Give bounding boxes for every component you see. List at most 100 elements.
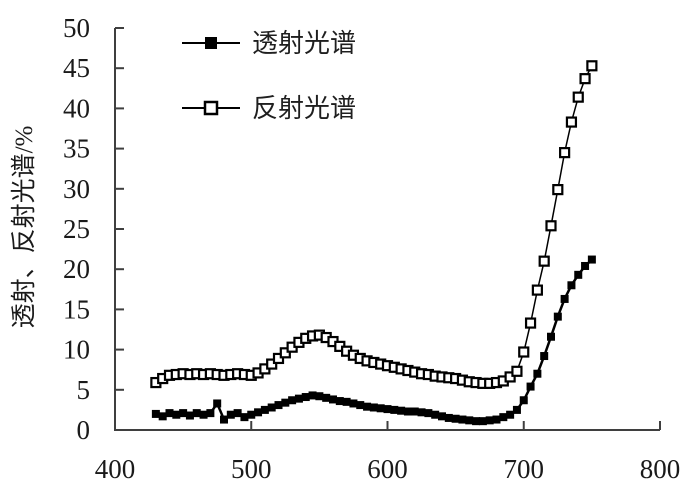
filled-square-marker bbox=[233, 409, 242, 418]
y-tick-label: 45 bbox=[63, 53, 90, 83]
open-square-marker bbox=[518, 346, 530, 358]
open-square-marker bbox=[572, 91, 584, 103]
filled-square-marker bbox=[397, 406, 406, 415]
open-square-marker bbox=[279, 347, 291, 359]
x-tick-label: 400 bbox=[95, 454, 136, 484]
filled-square-marker bbox=[519, 396, 528, 405]
filled-square-marker bbox=[240, 413, 249, 422]
y-tick-label: 50 bbox=[63, 13, 90, 43]
filled-square-marker bbox=[301, 393, 310, 402]
filled-square-marker bbox=[410, 407, 419, 416]
filled-square-marker bbox=[247, 410, 256, 419]
y-tick-label: 10 bbox=[63, 335, 90, 365]
filled-square-marker bbox=[540, 352, 549, 361]
y-tick-label: 0 bbox=[77, 415, 91, 445]
filled-square-marker bbox=[185, 411, 194, 420]
y-tick-label: 15 bbox=[63, 294, 90, 324]
filled-square-marker bbox=[165, 409, 174, 418]
filled-square-marker bbox=[308, 391, 317, 400]
filled-square-marker bbox=[349, 399, 358, 408]
filled-square-marker bbox=[213, 399, 222, 408]
open-square-marker bbox=[579, 73, 591, 85]
filled-square-marker bbox=[172, 410, 181, 419]
y-tick-label: 5 bbox=[77, 375, 91, 405]
filled-square-marker bbox=[369, 403, 378, 412]
y-tick-label: 30 bbox=[63, 174, 90, 204]
legend-label-reflection: 反射光谱 bbox=[252, 94, 356, 123]
filled-square-marker bbox=[526, 382, 535, 391]
filled-square-marker bbox=[424, 409, 433, 418]
open-square-marker bbox=[565, 116, 578, 128]
filled-square-marker bbox=[206, 409, 215, 418]
filled-square-marker bbox=[581, 261, 590, 270]
filled-square-marker bbox=[390, 405, 399, 414]
open-square-marker bbox=[586, 60, 598, 72]
filled-square-marker bbox=[485, 416, 494, 425]
axis-spine bbox=[114, 28, 660, 431]
open-square-marker bbox=[531, 284, 543, 296]
filled-square-marker bbox=[179, 409, 188, 418]
x-tick-label: 800 bbox=[640, 454, 681, 484]
open-square-marker bbox=[552, 184, 564, 196]
open-square-marker bbox=[504, 371, 516, 383]
filled-square-marker bbox=[478, 417, 487, 426]
y-tick-label: 40 bbox=[63, 93, 90, 123]
filled-square-marker bbox=[560, 294, 569, 303]
filled-square-marker bbox=[533, 369, 542, 378]
filled-square-marker bbox=[458, 415, 467, 424]
filled-square-marker bbox=[267, 403, 276, 412]
filled-square-marker bbox=[363, 402, 372, 411]
filled-square-marker bbox=[444, 413, 453, 422]
filled-square-marker bbox=[199, 410, 208, 419]
open-square-marker-icon bbox=[203, 100, 219, 116]
filled-square-marker bbox=[315, 392, 324, 401]
filled-square-marker bbox=[192, 409, 201, 418]
filled-square-marker bbox=[274, 401, 283, 410]
filled-square-marker bbox=[567, 281, 576, 290]
filled-square-marker bbox=[499, 413, 508, 422]
filled-square-marker bbox=[342, 397, 351, 406]
filled-square-marker bbox=[512, 405, 521, 414]
filled-square-marker bbox=[465, 416, 474, 425]
filled-square-marker bbox=[220, 415, 228, 424]
x-tick-label: 500 bbox=[231, 454, 272, 484]
legend-item-transmission: 透射光谱 bbox=[182, 29, 356, 58]
open-square-marker bbox=[559, 147, 571, 159]
open-square-marker bbox=[511, 365, 523, 377]
y-tick-label: 25 bbox=[63, 214, 90, 244]
y-tick-label: 35 bbox=[63, 134, 90, 164]
x-tick-label: 700 bbox=[504, 454, 545, 484]
open-square-marker bbox=[266, 358, 278, 370]
x-tick-label: 600 bbox=[367, 454, 408, 484]
filled-square-marker bbox=[335, 397, 344, 406]
filled-square-marker bbox=[574, 270, 583, 279]
filled-square-marker bbox=[281, 398, 290, 407]
filled-square-marker bbox=[322, 393, 331, 402]
filled-square-marker bbox=[260, 405, 269, 414]
filled-square-marker bbox=[376, 404, 385, 413]
filled-square-marker bbox=[492, 415, 501, 424]
filled-square-marker bbox=[383, 405, 392, 414]
filled-square-marker bbox=[472, 417, 481, 426]
chart-layer: 0 5 10 15 20 25 30 35 40 45 50 400 500 600 700 800 bbox=[63, 13, 680, 484]
filled-square-marker bbox=[417, 408, 426, 417]
legend-item-reflection: 反射光谱 bbox=[182, 94, 356, 123]
y-axis-title: 透射、反射光谱/% bbox=[11, 125, 38, 329]
filled-square-marker bbox=[506, 410, 515, 419]
filled-square-marker bbox=[553, 312, 562, 321]
open-square-marker bbox=[272, 352, 285, 365]
y-tick-label: 20 bbox=[63, 254, 90, 284]
filled-square-marker bbox=[438, 412, 446, 421]
filled-square-marker bbox=[158, 412, 167, 421]
filled-square-marker bbox=[226, 410, 235, 419]
open-square-marker bbox=[545, 220, 557, 232]
filled-square-marker bbox=[356, 401, 365, 410]
filled-square-marker-icon bbox=[205, 37, 217, 49]
filled-square-marker bbox=[294, 394, 303, 403]
filled-square-marker bbox=[288, 396, 297, 405]
filled-square-marker bbox=[151, 409, 160, 418]
filled-square-marker bbox=[403, 407, 412, 416]
open-square-marker bbox=[538, 255, 550, 267]
